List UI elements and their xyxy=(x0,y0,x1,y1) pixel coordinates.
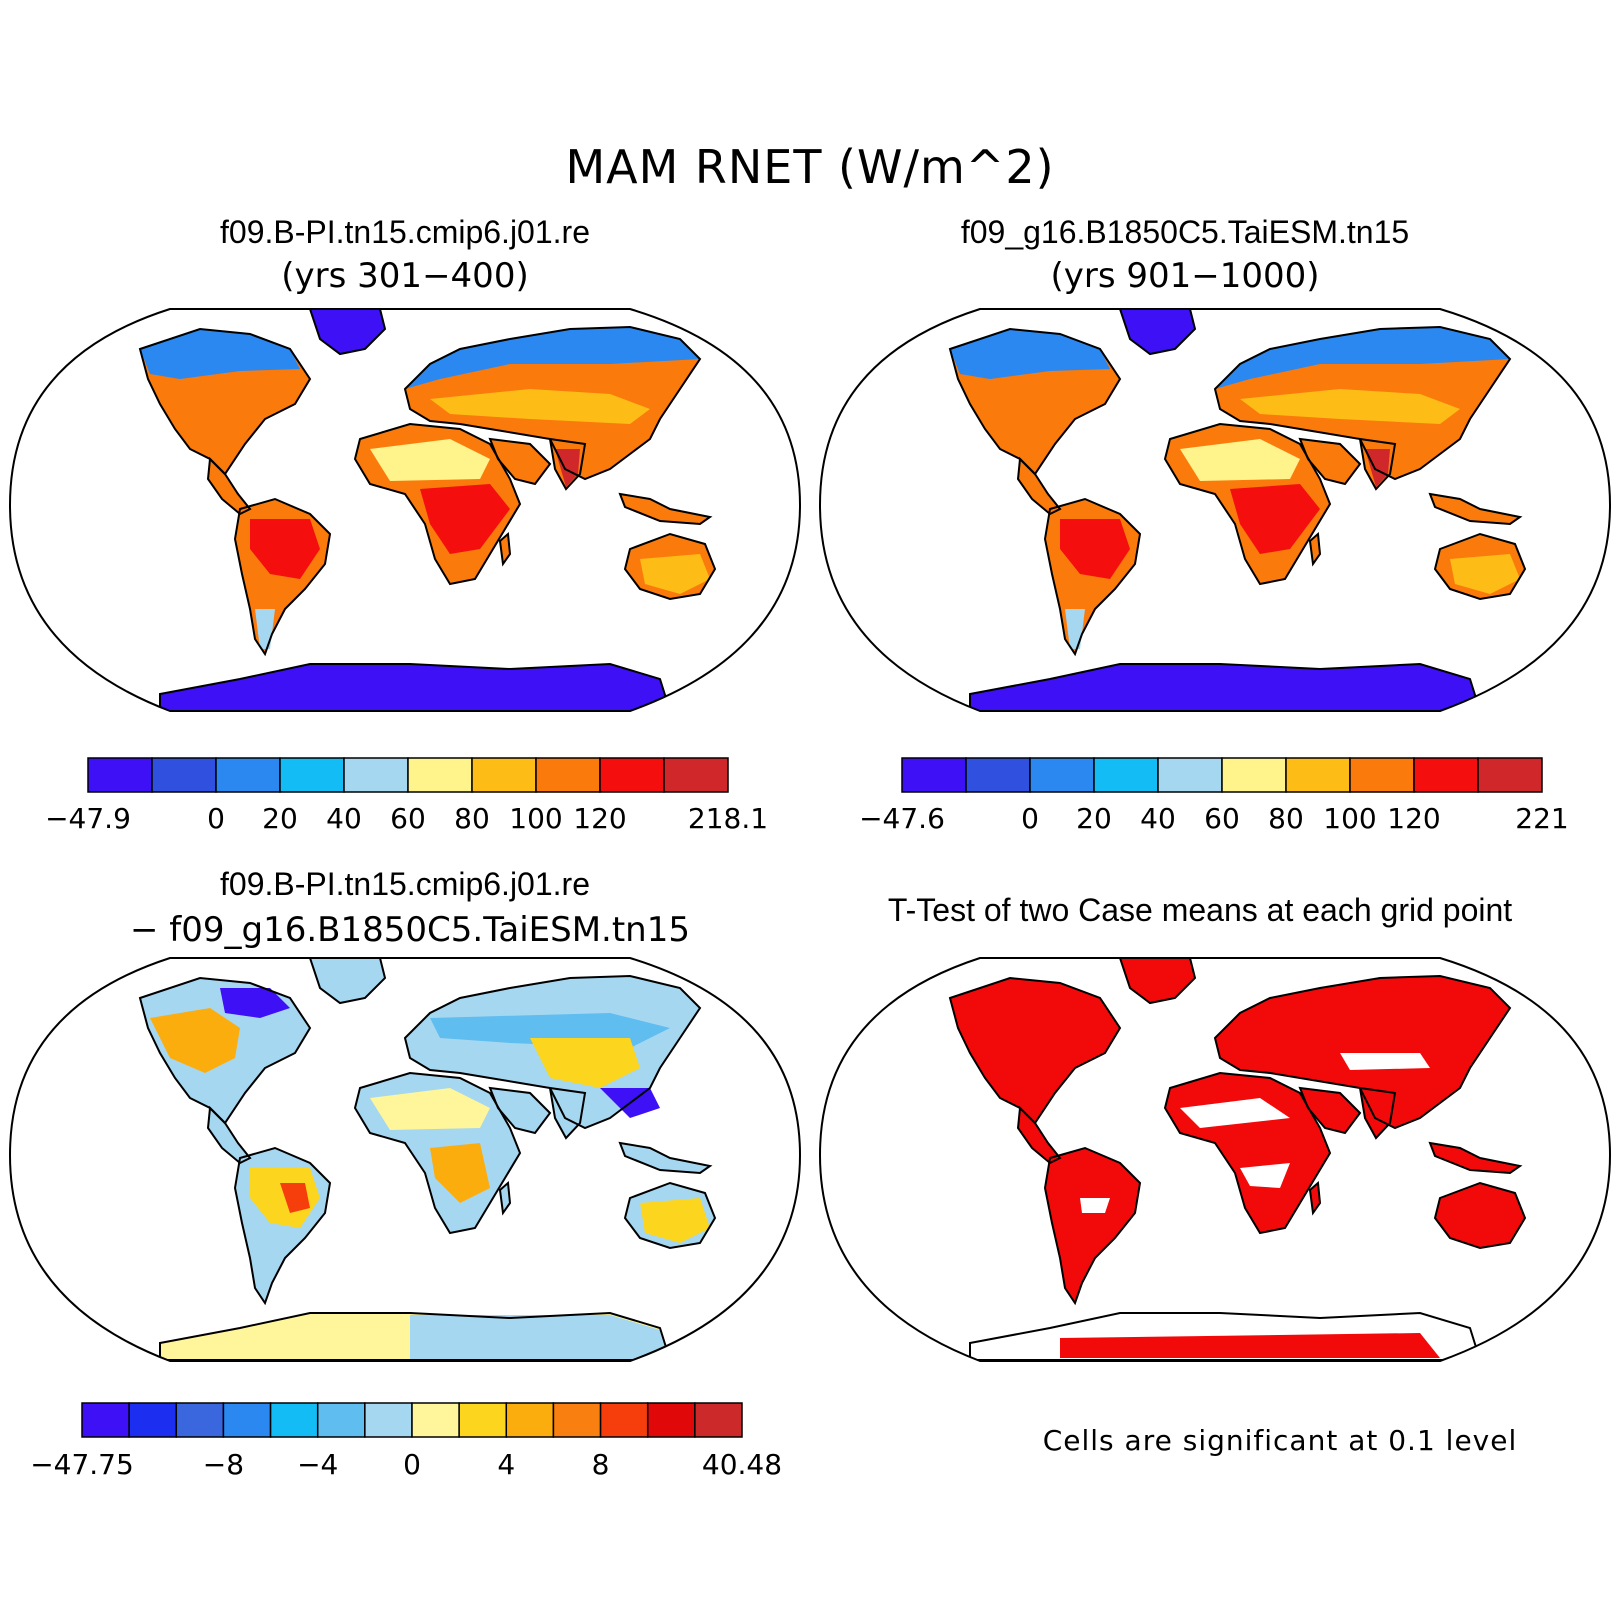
panel2-subtitle: (yrs 901−1000) xyxy=(1050,256,1320,296)
panel2-map xyxy=(818,308,1612,712)
colorbar-tick-label: 100 xyxy=(1323,802,1376,835)
colorbar-swatch xyxy=(1029,757,1095,793)
panel2-title: f09_g16.B1850C5.TaiESM.tn15 xyxy=(960,214,1410,250)
colorbar-tick-label: 0 xyxy=(403,1448,421,1481)
panel3-title: f09.B-PI.tn15.cmip6.j01.re xyxy=(220,866,590,902)
colorbar-swatch xyxy=(411,1402,460,1438)
colorbar-tick-label: 40.48 xyxy=(702,1448,782,1481)
colorbar-swatch xyxy=(663,757,729,793)
panel3-map xyxy=(8,957,802,1362)
figure-title: MAM RNET (W/m^2) xyxy=(565,140,1055,194)
colorbar-tick-label: 20 xyxy=(262,802,298,835)
panel1-title: f09.B-PI.tn15.cmip6.j01.re xyxy=(220,214,590,250)
colorbar-tick-label: 100 xyxy=(509,802,562,835)
panel1-colorbar: −47.9 0 20 40 60 80 100 120 218.1 xyxy=(45,757,768,835)
colorbar-swatch xyxy=(269,1402,319,1438)
colorbar-swatch xyxy=(1477,757,1543,793)
colorbar-swatch xyxy=(471,757,537,793)
colorbar-tick-label: 40 xyxy=(326,802,362,835)
colorbar-swatch xyxy=(901,757,967,793)
colorbar-swatch xyxy=(535,757,601,793)
colorbar-swatch xyxy=(1093,757,1159,793)
colorbar-swatch xyxy=(965,757,1031,793)
panel2-map-border xyxy=(818,308,1612,712)
colorbar-tick-label: 80 xyxy=(1268,802,1304,835)
panel4-map-border xyxy=(818,957,1612,1362)
colorbar-swatch xyxy=(128,1402,178,1438)
colorbar-swatch xyxy=(175,1402,225,1438)
panel4-title: T-Test of two Case means at each grid po… xyxy=(887,892,1513,928)
panel4-map xyxy=(818,957,1612,1362)
panel1-subtitle: (yrs 301−400) xyxy=(281,256,529,296)
colorbar-swatch xyxy=(1413,757,1479,793)
colorbar-tick-label: 0 xyxy=(207,802,225,835)
colorbar-tick-label: 4 xyxy=(497,1448,515,1481)
colorbar-tick-label: −47.9 xyxy=(45,802,131,835)
colorbar-swatch xyxy=(694,1402,743,1438)
colorbar-tick-label: −47.75 xyxy=(30,1448,134,1481)
colorbar-tick-label: 221 xyxy=(1515,802,1568,835)
panel3-subtitle: − f09_g16.B1850C5.TaiESM.tn15 xyxy=(130,910,690,950)
colorbar-swatch xyxy=(279,757,345,793)
colorbar-swatch xyxy=(599,1402,649,1438)
panel2-colorbar: −47.6 0 20 40 60 80 100 120 221 xyxy=(859,757,1569,835)
colorbar-tick-label: 8 xyxy=(592,1448,610,1481)
colorbar-tick-label: 120 xyxy=(573,802,626,835)
panel1-map-border xyxy=(8,308,802,712)
colorbar-swatch xyxy=(646,1402,696,1438)
colorbar-tick-label: 120 xyxy=(1387,802,1440,835)
colorbar-tick-label: 40 xyxy=(1140,802,1176,835)
colorbar-tick-label: 20 xyxy=(1076,802,1112,835)
colorbar-swatch xyxy=(1157,757,1223,793)
colorbar-swatch xyxy=(215,757,281,793)
colorbar-tick-label: 218.1 xyxy=(688,802,768,835)
panel3-map-border xyxy=(8,957,802,1362)
colorbar-tick-label: 60 xyxy=(390,802,426,835)
colorbar-swatch xyxy=(505,1402,555,1438)
colorbar-swatch xyxy=(552,1402,602,1438)
colorbar-swatch xyxy=(599,757,665,793)
colorbar-tick-label: 80 xyxy=(454,802,490,835)
colorbar-swatch xyxy=(81,1402,130,1438)
colorbar-tick-label: −4 xyxy=(297,1448,338,1481)
colorbar-tick-label: −47.6 xyxy=(859,802,945,835)
panel3-colorbar: −47.75 −8 −4 0 4 8 40.48 xyxy=(30,1402,782,1481)
colorbar-swatch xyxy=(222,1402,272,1438)
colorbar-swatch xyxy=(343,757,409,793)
colorbar-swatch xyxy=(1221,757,1287,793)
colorbar-swatch xyxy=(151,757,217,793)
panel1-map xyxy=(8,308,802,712)
colorbar-tick-label: −8 xyxy=(203,1448,244,1481)
colorbar-swatch xyxy=(458,1402,508,1438)
colorbar-swatch xyxy=(364,1402,413,1438)
colorbar-swatch xyxy=(316,1402,366,1438)
colorbar-tick-label: 60 xyxy=(1204,802,1240,835)
colorbar-swatch xyxy=(407,757,473,793)
colorbar-tick-label: 0 xyxy=(1021,802,1039,835)
colorbar-swatch xyxy=(87,757,153,793)
significance-note: Cells are significant at 0.1 level xyxy=(1042,1424,1518,1457)
colorbar-swatch xyxy=(1285,757,1351,793)
colorbar-swatch xyxy=(1349,757,1415,793)
